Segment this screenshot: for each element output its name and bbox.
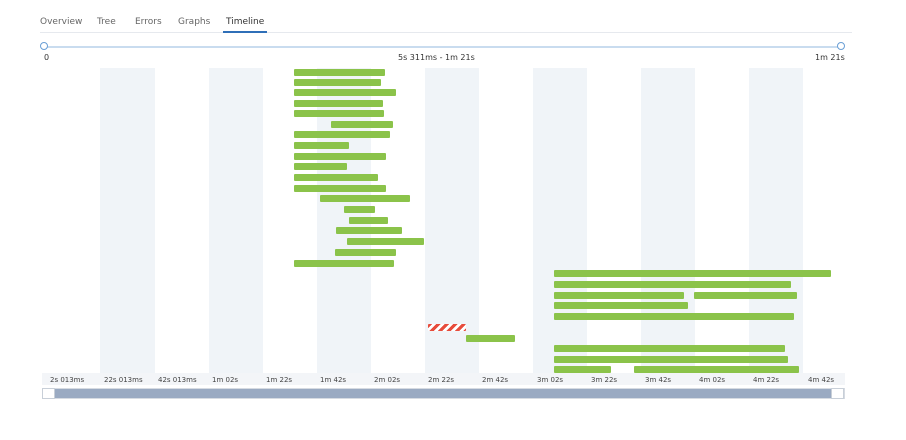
scrollbar-thumb[interactable]	[55, 389, 831, 398]
axis-tick-label: 3m 02s	[537, 376, 564, 384]
range-start-label: 0	[44, 53, 50, 62]
tab-label: Tree	[97, 17, 116, 27]
span-bar[interactable]	[294, 110, 384, 117]
tab-bar: Overview Tree Errors Graphs Timeline	[40, 8, 852, 33]
span-bar[interactable]	[694, 292, 797, 299]
axis-tick-label: 3m 42s	[645, 376, 672, 384]
timeline-chart	[42, 68, 845, 373]
time-band	[479, 68, 533, 373]
tab-tree[interactable]: Tree	[97, 17, 116, 27]
span-bar[interactable]	[554, 270, 831, 277]
axis-tick-label: 3m 22s	[591, 376, 618, 384]
axis-tick-label: 1m 22s	[266, 376, 293, 384]
axis-tick-label: 4m 22s	[753, 376, 780, 384]
span-bar[interactable]	[320, 195, 410, 202]
axis-tick-label: 22s 013ms	[104, 376, 143, 384]
tab-errors[interactable]: Errors	[135, 17, 162, 27]
tab-label: Graphs	[178, 17, 211, 27]
scrollbar-left-handle[interactable]	[42, 388, 55, 399]
span-bar[interactable]	[294, 69, 385, 76]
span-bar[interactable]	[294, 174, 378, 181]
time-band	[425, 68, 479, 373]
span-bar[interactable]	[344, 206, 375, 213]
time-band	[209, 68, 263, 373]
tab-label: Overview	[40, 17, 83, 27]
active-tab-indicator	[223, 31, 268, 33]
scrollbar-right-handle[interactable]	[831, 388, 844, 399]
axis-tick-label: 2m 02s	[374, 376, 401, 384]
span-bar[interactable]	[554, 292, 684, 299]
tab-timeline[interactable]: Timeline	[223, 17, 268, 33]
axis-tick-label: 4m 02s	[699, 376, 726, 384]
span-bar[interactable]	[554, 281, 791, 288]
span-bar[interactable]	[294, 131, 390, 138]
span-bar[interactable]	[554, 356, 788, 363]
span-bar[interactable]	[466, 335, 515, 342]
span-bar[interactable]	[294, 79, 381, 86]
range-end-label: 1m 21s	[815, 53, 845, 62]
axis-tick-label: 2m 42s	[482, 376, 509, 384]
time-band	[695, 68, 749, 373]
time-band	[749, 68, 803, 373]
span-bar[interactable]	[294, 185, 386, 192]
range-end-handle[interactable]	[837, 42, 845, 50]
time-band	[533, 68, 587, 373]
time-band	[803, 68, 845, 373]
span-bar[interactable]	[554, 313, 794, 320]
axis-tick-label: 2s 013ms	[50, 376, 85, 384]
time-band	[155, 68, 209, 373]
time-axis	[42, 373, 845, 385]
span-bar[interactable]	[331, 121, 393, 128]
axis-tick-label: 42s 013ms	[158, 376, 197, 384]
error-span-bar[interactable]	[428, 324, 466, 331]
span-bar[interactable]	[554, 302, 688, 309]
span-bar[interactable]	[294, 142, 349, 149]
span-bar[interactable]	[294, 163, 347, 170]
time-band	[587, 68, 641, 373]
range-start-handle[interactable]	[40, 42, 48, 50]
axis-tick-label: 2m 22s	[428, 376, 455, 384]
span-bar[interactable]	[294, 153, 386, 160]
span-bar[interactable]	[634, 366, 799, 373]
time-band	[42, 68, 100, 373]
span-bar[interactable]	[294, 260, 394, 267]
span-bar[interactable]	[294, 89, 396, 96]
span-bar[interactable]	[554, 345, 785, 352]
span-bar[interactable]	[294, 100, 383, 107]
time-band	[100, 68, 155, 373]
tab-overview[interactable]: Overview	[40, 17, 82, 27]
axis-tick-label: 4m 42s	[808, 376, 835, 384]
span-bar[interactable]	[349, 217, 388, 224]
tab-graphs[interactable]: Graphs	[178, 17, 210, 27]
time-band	[263, 68, 317, 373]
time-range-track[interactable]	[44, 46, 841, 48]
range-window-label: 5s 311ms - 1m 21s	[398, 53, 475, 62]
time-band	[641, 68, 695, 373]
tab-label: Timeline	[226, 17, 265, 27]
span-bar[interactable]	[336, 227, 402, 234]
tab-label: Errors	[135, 17, 162, 27]
span-bar[interactable]	[554, 366, 611, 373]
span-bar[interactable]	[335, 249, 396, 256]
axis-tick-label: 1m 02s	[212, 376, 239, 384]
axis-tick-label: 1m 42s	[320, 376, 347, 384]
span-bar[interactable]	[347, 238, 424, 245]
